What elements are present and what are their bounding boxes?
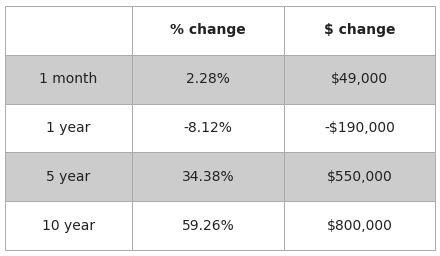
Bar xyxy=(132,55,284,103)
Text: 1 month: 1 month xyxy=(40,72,98,86)
Bar xyxy=(284,55,435,103)
Text: $49,000: $49,000 xyxy=(331,72,388,86)
Text: -$190,000: -$190,000 xyxy=(324,121,395,135)
Text: 1 year: 1 year xyxy=(47,121,91,135)
Bar xyxy=(5,6,132,55)
Bar xyxy=(284,201,435,250)
Bar xyxy=(5,201,132,250)
Text: 34.38%: 34.38% xyxy=(182,170,235,184)
Text: $800,000: $800,000 xyxy=(326,219,392,233)
Bar xyxy=(5,103,132,153)
Text: -8.12%: -8.12% xyxy=(184,121,233,135)
Bar xyxy=(132,6,284,55)
Bar xyxy=(5,55,132,103)
Text: % change: % change xyxy=(170,23,246,37)
Text: $ change: $ change xyxy=(324,23,395,37)
Text: 5 year: 5 year xyxy=(47,170,91,184)
Bar xyxy=(5,153,132,201)
Bar xyxy=(132,201,284,250)
Bar xyxy=(284,103,435,153)
Bar xyxy=(284,6,435,55)
Text: 2.28%: 2.28% xyxy=(186,72,230,86)
Bar xyxy=(284,153,435,201)
Bar xyxy=(132,103,284,153)
Text: $550,000: $550,000 xyxy=(326,170,392,184)
Text: 59.26%: 59.26% xyxy=(182,219,235,233)
Bar xyxy=(132,153,284,201)
Text: 10 year: 10 year xyxy=(42,219,95,233)
